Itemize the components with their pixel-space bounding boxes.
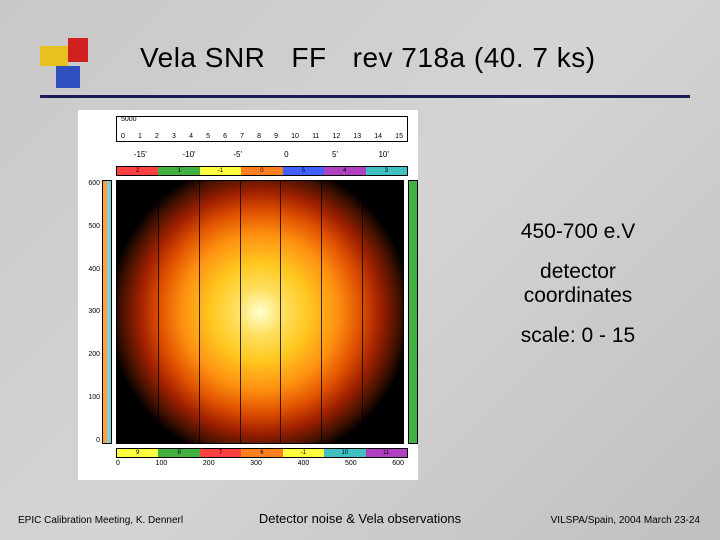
- arcmin-tick: 5': [311, 150, 360, 164]
- scale-label: scale: 0 - 15: [478, 324, 678, 348]
- scale-tick: 1: [138, 133, 142, 140]
- scale-tick: 10: [291, 133, 299, 140]
- arcmin-tick: -5': [213, 150, 262, 164]
- y-tick: 400: [80, 266, 100, 273]
- ccd-side-segment: [409, 312, 417, 443]
- scale-tick: 12: [332, 133, 340, 140]
- ccd-segment: 6: [241, 449, 282, 457]
- logo-icon: [40, 38, 96, 94]
- coord-label-2: coordinates: [478, 284, 678, 308]
- ccd-side-segment: [107, 181, 111, 443]
- y-tick: 500: [80, 223, 100, 230]
- scale-tick-row: 0123456789101112131415: [117, 133, 407, 140]
- arcmin-tick: 10': [359, 150, 408, 164]
- ccd-segment: 3: [366, 167, 407, 175]
- ccd-segment: 5: [283, 167, 324, 175]
- ccd-segment: 2: [117, 167, 158, 175]
- x-tick: 400: [298, 460, 310, 472]
- title-part2: FF: [291, 42, 326, 73]
- y-tick: 200: [80, 351, 100, 358]
- footer-right: VILSPA/Spain, 2004 March 23-24: [551, 515, 700, 526]
- detector-image: [116, 180, 404, 444]
- scale-tick: 11: [312, 133, 319, 140]
- x-tick: 200: [203, 460, 215, 472]
- scale-tick: 7: [240, 133, 244, 140]
- ccd-segment: 0: [241, 167, 282, 175]
- y-tick: 600: [80, 180, 100, 187]
- intensity-scale-bar: 5000 0123456789101112131415: [116, 116, 408, 142]
- ccd-segment: 11: [366, 449, 407, 457]
- scale-tick: 4: [189, 133, 193, 140]
- y-tick: 100: [80, 394, 100, 401]
- x-tick: 0: [116, 460, 120, 472]
- ccd-segment: 7: [200, 449, 241, 457]
- arcmin-tick: -15': [116, 150, 165, 164]
- scale-tick: 0: [121, 133, 125, 140]
- y-tick: 0: [80, 437, 100, 444]
- y-tick: 300: [80, 308, 100, 315]
- x-tick: 100: [156, 460, 168, 472]
- slide-header: Vela SNR FF rev 718a (40. 7 ks): [40, 28, 690, 98]
- ccd-segment: 4: [324, 167, 365, 175]
- ccd-strip-left: [102, 180, 112, 444]
- title-part3: rev 718a (40. 7 ks): [353, 42, 596, 73]
- x-tick: 600: [392, 460, 404, 472]
- scale-tick: 15: [395, 133, 403, 140]
- arcmin-scale-top: -15'-10'-5'05'10': [116, 150, 408, 164]
- ccd-gap-line: [362, 181, 363, 443]
- ccd-gap-line: [199, 181, 200, 443]
- scale-tick: 8: [257, 133, 261, 140]
- x-tick: 300: [250, 460, 262, 472]
- ccd-gap-line: [280, 181, 281, 443]
- ccd-segment: 9: [117, 449, 158, 457]
- arcmin-tick: 0: [262, 150, 311, 164]
- scale-corner-label: 5000: [121, 116, 137, 123]
- annotation-block: 450-700 e.V detector coordinates scale: …: [478, 220, 678, 364]
- ccd-gap-line: [240, 181, 241, 443]
- ccd-segment: -1: [283, 449, 324, 457]
- title-part1: Vela SNR: [140, 42, 265, 73]
- slide-title: Vela SNR FF rev 718a (40. 7 ks): [140, 42, 596, 74]
- scale-tick: 5: [206, 133, 210, 140]
- detector-image-panel: 5000 0123456789101112131415 -15'-10'-5'0…: [78, 110, 418, 480]
- ccd-strip-bottom: 9876-11011: [116, 448, 408, 458]
- arcmin-tick: -10': [165, 150, 214, 164]
- scale-tick: 3: [172, 133, 176, 140]
- y-axis-labels: 600 500 400 300 200 100 0: [80, 180, 100, 444]
- ccd-segment: 8: [158, 449, 199, 457]
- scale-tick: 9: [274, 133, 278, 140]
- scale-tick: 6: [223, 133, 227, 140]
- scale-tick: 2: [155, 133, 159, 140]
- energy-range-label: 450-700 e.V: [478, 220, 678, 244]
- scale-tick: 13: [353, 133, 361, 140]
- ccd-side-segment: [103, 181, 107, 443]
- ccd-gap-line: [321, 181, 322, 443]
- ccd-side-segment: [409, 181, 417, 312]
- ccd-segment: 10: [324, 449, 365, 457]
- x-axis-labels: 0 100 200 300 400 500 600: [116, 460, 404, 472]
- ccd-segment: -1: [200, 167, 241, 175]
- ccd-gap-line: [158, 181, 159, 443]
- ccd-segment: 1: [158, 167, 199, 175]
- x-tick: 500: [345, 460, 357, 472]
- ccd-strip-right: [408, 180, 418, 444]
- coord-label-1: detector: [478, 260, 678, 284]
- ccd-strip-top: 21-10543: [116, 166, 408, 176]
- scale-tick: 14: [374, 133, 382, 140]
